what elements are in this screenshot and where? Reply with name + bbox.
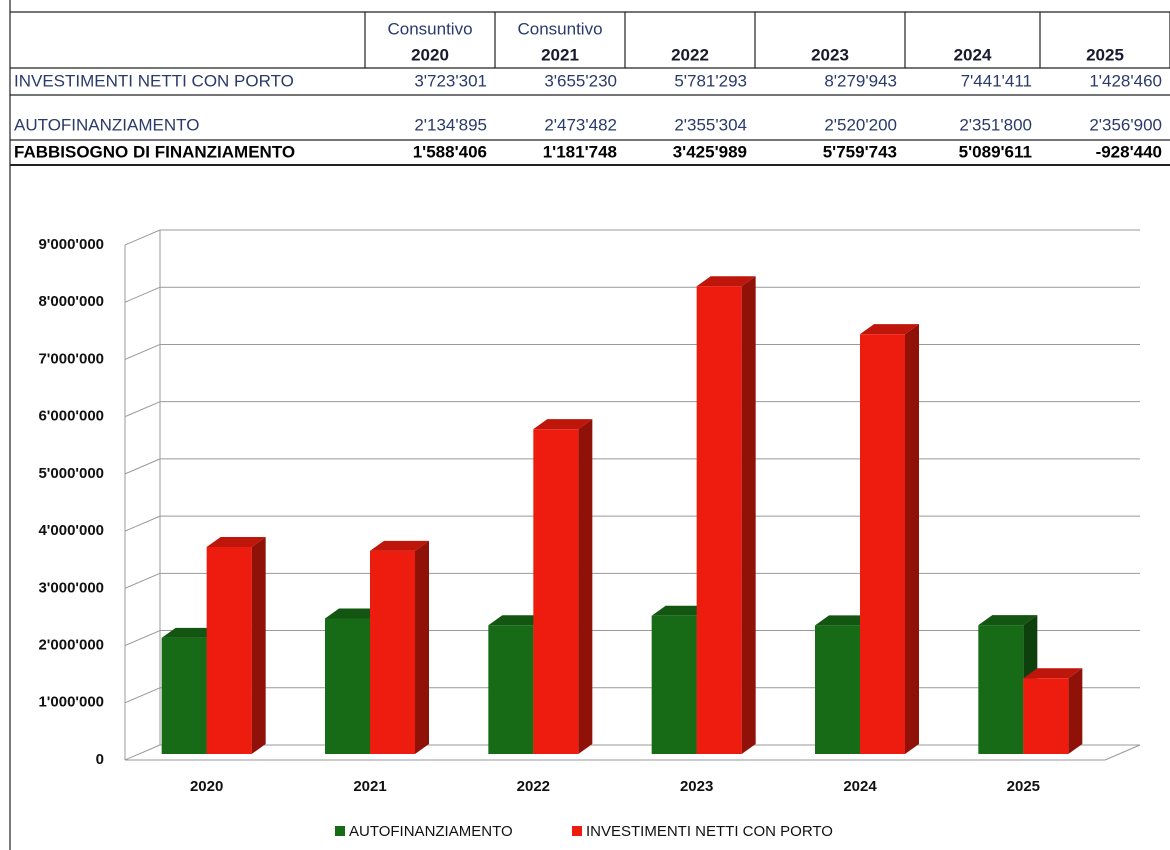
table-cell: 2'351'800	[959, 115, 1032, 134]
y-tick-label: 2'000'000	[38, 637, 104, 654]
y-tick-label: 9'000'000	[38, 236, 104, 253]
bar	[488, 625, 534, 754]
grid-line	[124, 572, 161, 589]
bar-side	[251, 536, 266, 754]
grid-line	[124, 458, 161, 475]
bar	[325, 618, 370, 754]
y-tick-label: 6'000'000	[38, 408, 104, 425]
bar-side	[1068, 668, 1083, 754]
table-cell: 5'089'611	[959, 142, 1032, 161]
grid-line	[124, 744, 161, 761]
column-year: 2021	[541, 45, 579, 64]
bar	[161, 637, 207, 754]
axis	[1104, 744, 1141, 761]
grid-line	[124, 630, 161, 647]
legend-swatch	[335, 826, 345, 836]
x-tick-label: 2024	[843, 778, 877, 795]
row-label: FABBISOGNO DI FINANZIAMENTO	[14, 142, 295, 161]
table-cell: 2'520'200	[824, 115, 897, 134]
bar	[978, 625, 1024, 754]
row-label: AUTOFINANZIAMENTO	[14, 115, 199, 134]
table-cell: 2'473'482	[544, 115, 617, 134]
grid-line	[124, 286, 161, 303]
legend-label: INVESTIMENTI NETTI CON PORTO	[586, 823, 833, 840]
y-tick-label: 4'000'000	[38, 522, 104, 539]
table-cell: 2'355'304	[674, 115, 747, 134]
column-note: Consuntivo	[387, 19, 472, 38]
bar-top	[978, 615, 1038, 626]
x-tick-label: 2023	[680, 778, 713, 795]
y-tick-label: 7'000'000	[38, 350, 104, 367]
table-cell: 3'723'301	[414, 71, 487, 90]
y-tick-label: 8'000'000	[38, 293, 104, 310]
bar-top	[370, 540, 429, 551]
bar	[815, 625, 860, 754]
x-tick-label: 2025	[1007, 778, 1040, 795]
table-cell: 2'134'895	[414, 115, 487, 134]
column-year: 2020	[411, 45, 449, 64]
table-cell: 5'781'293	[674, 71, 747, 90]
y-tick-label: 3'000'000	[38, 579, 104, 596]
grid-line	[124, 401, 161, 418]
column-year: 2024	[954, 45, 992, 64]
bar-side	[578, 419, 593, 754]
table-cell: 1'181'748	[543, 142, 617, 161]
bar	[533, 429, 579, 754]
bar	[206, 546, 252, 754]
bar	[860, 334, 905, 754]
bar	[696, 286, 742, 754]
table-cell: 7'441'411	[961, 71, 1032, 90]
bar-side	[415, 540, 429, 754]
legend-swatch	[572, 826, 582, 836]
bar-top	[1023, 668, 1083, 679]
column-year: 2025	[1086, 45, 1124, 64]
y-tick-label: 0	[96, 751, 104, 768]
bar	[651, 615, 697, 754]
bar-top	[488, 615, 548, 626]
table-cell: -928'440	[1096, 142, 1162, 161]
y-tick-label: 5'000'000	[38, 465, 104, 482]
column-year: 2023	[811, 45, 849, 64]
table-cell: 3'425'989	[673, 142, 747, 161]
table-cell: 1'588'406	[413, 142, 487, 161]
bar-top	[533, 419, 593, 430]
bar-top	[325, 608, 384, 619]
bar-side	[905, 324, 919, 754]
column-note: Consuntivo	[517, 19, 602, 38]
table-cell: 8'279'943	[824, 71, 897, 90]
row-label: INVESTIMENTI NETTI CON PORTO	[14, 71, 294, 90]
bar-top	[696, 276, 756, 287]
legend-label: AUTOFINANZIAMENTO	[349, 823, 513, 840]
grid-line	[124, 515, 161, 532]
x-tick-label: 2021	[353, 778, 386, 795]
table-cell: 3'655'230	[544, 71, 617, 90]
column-year: 2022	[671, 45, 709, 64]
bar-top	[815, 615, 874, 626]
bar-side	[741, 276, 756, 754]
x-tick-label: 2022	[517, 778, 550, 795]
grid-line	[124, 229, 161, 246]
bar-top	[860, 324, 919, 335]
bar	[1023, 678, 1069, 754]
table-cell: 1'428'460	[1089, 71, 1162, 90]
grid-line	[124, 343, 161, 360]
y-tick-label: 1'000'000	[38, 694, 104, 711]
bar	[370, 550, 415, 754]
table-cell: 2'356'900	[1089, 115, 1162, 134]
bar-top	[206, 536, 266, 547]
table-cell: 5'759'743	[823, 142, 897, 161]
x-tick-label: 2020	[190, 778, 223, 795]
bar-top	[161, 627, 221, 638]
bar-top	[651, 605, 711, 616]
grid-line	[124, 687, 161, 704]
